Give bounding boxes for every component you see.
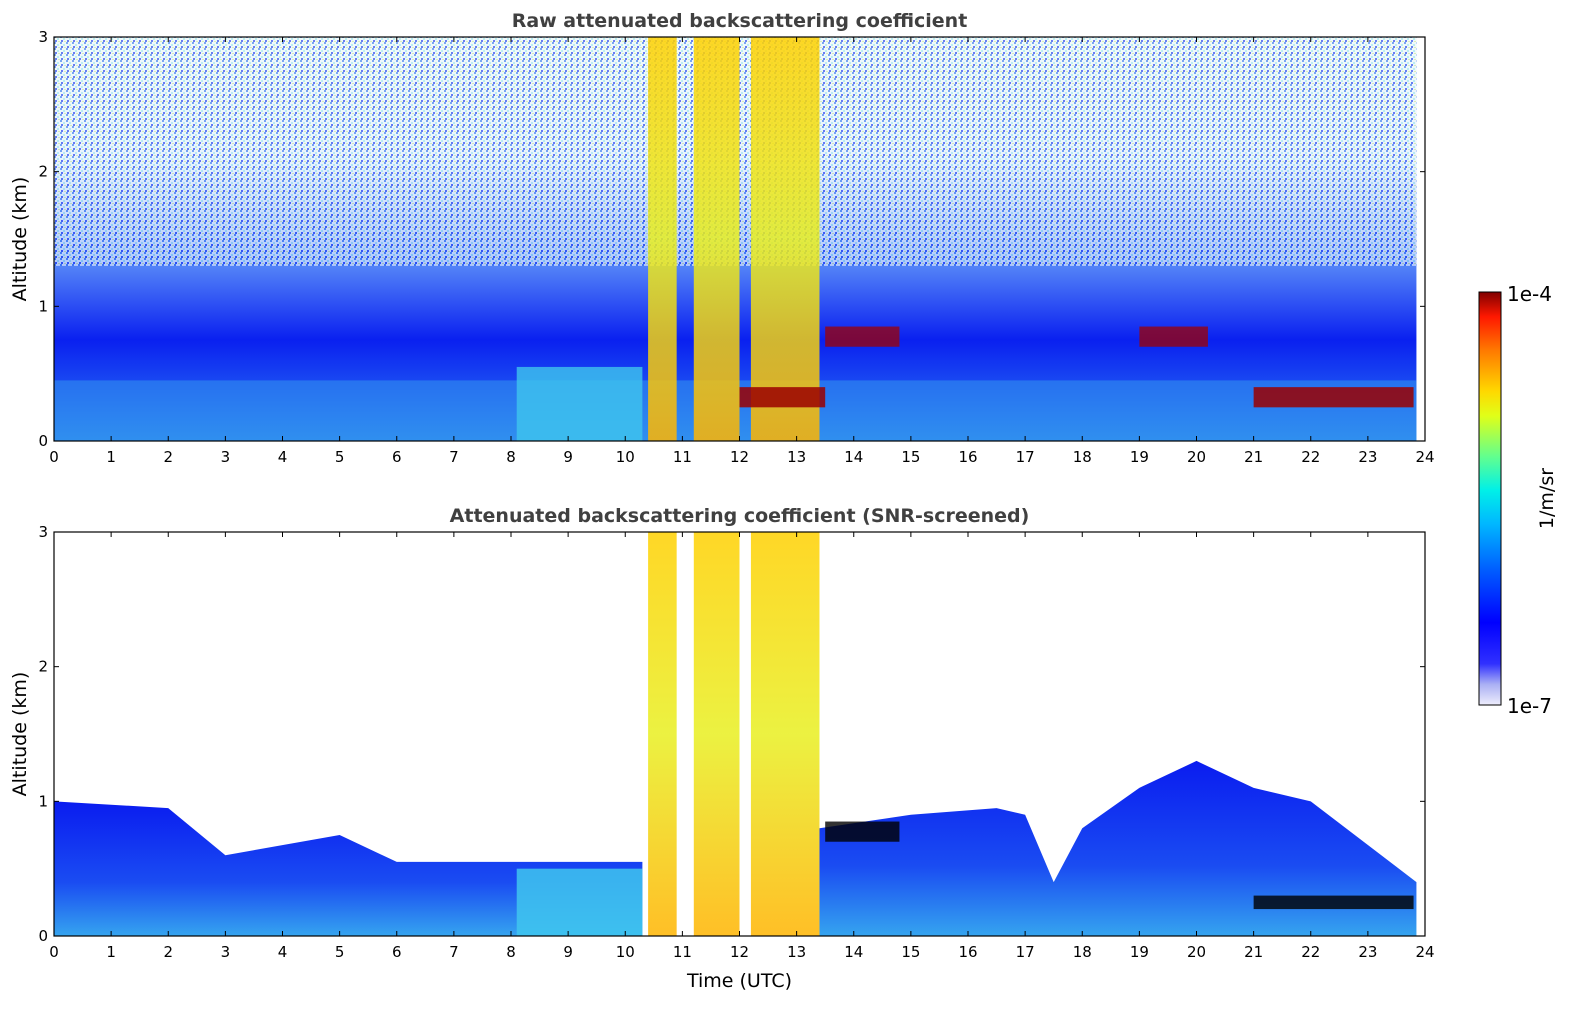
x-tick-label: 21 bbox=[1244, 943, 1263, 961]
x-tick-label: 13 bbox=[787, 448, 806, 466]
x-tick-label: 12 bbox=[730, 448, 749, 466]
rain-shaft bbox=[648, 37, 677, 441]
x-tick-label: 10 bbox=[616, 448, 635, 466]
x-tick-label: 19 bbox=[1130, 448, 1149, 466]
x-tick-label: 8 bbox=[506, 448, 516, 466]
y-tick-label: 2 bbox=[38, 163, 48, 181]
x-tick-label: 1 bbox=[106, 448, 116, 466]
cloud-layer bbox=[1253, 387, 1414, 408]
x-tick-label: 20 bbox=[1187, 943, 1206, 961]
y-axis-label: Altitude (km) bbox=[9, 672, 31, 797]
colorbar-max-label: 1e-4 bbox=[1507, 282, 1552, 306]
aerosol-plume bbox=[516, 366, 643, 441]
x-tick-label: 9 bbox=[563, 943, 573, 961]
cloud-layer bbox=[825, 326, 900, 347]
x-tick-label: 9 bbox=[563, 448, 573, 466]
x-tick-label: 7 bbox=[449, 448, 459, 466]
screened-aerosol-layer bbox=[819, 760, 1417, 936]
cloud-layer bbox=[1139, 326, 1208, 347]
x-tick-label: 14 bbox=[844, 943, 863, 961]
x-tick-label: 7 bbox=[449, 943, 459, 961]
y-tick-label: 3 bbox=[38, 28, 48, 46]
x-tick-label: 13 bbox=[787, 943, 806, 961]
x-tick-label: 19 bbox=[1130, 943, 1149, 961]
y-tick-label: 0 bbox=[38, 432, 48, 450]
x-tick-label: 11 bbox=[673, 448, 692, 466]
colorbar: 1e-4 1e-7 1/m/sr bbox=[1478, 282, 1558, 718]
aerosol-plume bbox=[516, 868, 643, 936]
x-tick-label: 0 bbox=[49, 448, 59, 466]
x-tick-label: 6 bbox=[392, 943, 402, 961]
cloud-layer bbox=[1253, 895, 1414, 910]
x-tick-label: 2 bbox=[163, 943, 173, 961]
x-tick-label: 18 bbox=[1073, 448, 1092, 466]
x-tick-label: 15 bbox=[901, 943, 920, 961]
x-tick-label: 11 bbox=[673, 943, 692, 961]
x-tick-label: 17 bbox=[1016, 943, 1035, 961]
chart-title: Raw attenuated backscattering coefficien… bbox=[512, 10, 968, 32]
x-tick-label: 16 bbox=[958, 943, 977, 961]
x-tick-label: 22 bbox=[1301, 448, 1320, 466]
x-tick-label: 3 bbox=[221, 448, 231, 466]
x-tick-label: 8 bbox=[506, 943, 516, 961]
rain-shaft bbox=[750, 532, 820, 936]
x-tick-label: 0 bbox=[49, 943, 59, 961]
heatmap-field bbox=[54, 37, 1417, 441]
x-axis-label: Time (UTC) bbox=[686, 970, 792, 992]
rain-shaft bbox=[750, 37, 820, 441]
x-tick-label: 20 bbox=[1187, 448, 1206, 466]
x-tick-label: 5 bbox=[335, 943, 345, 961]
raw-panel: 0 1 2 3 4 5 6 7 8 9 10 11 12 13 14 15 16 17 18 19 20 21 22 23 24… bbox=[9, 10, 1435, 466]
x-tick-label: 10 bbox=[616, 943, 635, 961]
x-tick-label: 16 bbox=[958, 448, 977, 466]
x-tick-label: 5 bbox=[335, 448, 345, 466]
rain-shaft bbox=[648, 532, 677, 936]
x-tick-label: 3 bbox=[221, 943, 231, 961]
y-tick-label: 3 bbox=[38, 523, 48, 541]
x-tick-label: 17 bbox=[1016, 448, 1035, 466]
x-tick-label: 18 bbox=[1073, 943, 1092, 961]
colorbar-scale bbox=[1478, 291, 1502, 706]
x-tick-label: 1 bbox=[106, 943, 116, 961]
rain-shaft bbox=[693, 37, 740, 441]
x-tick-label: 15 bbox=[901, 448, 920, 466]
x-tick-label: 4 bbox=[278, 448, 288, 466]
y-tick-label: 2 bbox=[38, 658, 48, 676]
rain-shaft bbox=[693, 532, 740, 936]
colorbar-min-label: 1e-7 bbox=[1507, 694, 1552, 718]
cloud-layer bbox=[825, 821, 900, 842]
y-tick-label: 0 bbox=[38, 927, 48, 945]
x-tick-label: 6 bbox=[392, 448, 402, 466]
x-tick-label: 14 bbox=[844, 448, 863, 466]
x-tick-label: 4 bbox=[278, 943, 288, 961]
x-tick-label: 22 bbox=[1301, 943, 1320, 961]
x-tick-label: 23 bbox=[1358, 448, 1377, 466]
x-tick-label: 24 bbox=[1415, 943, 1434, 961]
heatmap-field bbox=[54, 532, 1417, 936]
y-tick-label: 1 bbox=[38, 792, 48, 810]
x-tick-label: 12 bbox=[730, 943, 749, 961]
y-axis-label: Altitude (km) bbox=[9, 177, 31, 302]
x-tick-label: 2 bbox=[163, 448, 173, 466]
cloud-layer bbox=[739, 387, 826, 408]
screened-aerosol-layer bbox=[54, 801, 643, 936]
x-tick-label: 21 bbox=[1244, 448, 1263, 466]
screened-panel: 0 1 2 3 4 5 6 7 8 9 10 11 12 13 14 15 16 17 18 19 20 21 22 23 24… bbox=[9, 505, 1435, 992]
x-tick-label: 24 bbox=[1415, 448, 1434, 466]
y-tick-label: 1 bbox=[38, 297, 48, 315]
x-tick-label: 23 bbox=[1358, 943, 1377, 961]
colorbar-label: 1/m/sr bbox=[1536, 468, 1558, 529]
chart-title: Attenuated backscattering coefficient (S… bbox=[450, 505, 1030, 527]
